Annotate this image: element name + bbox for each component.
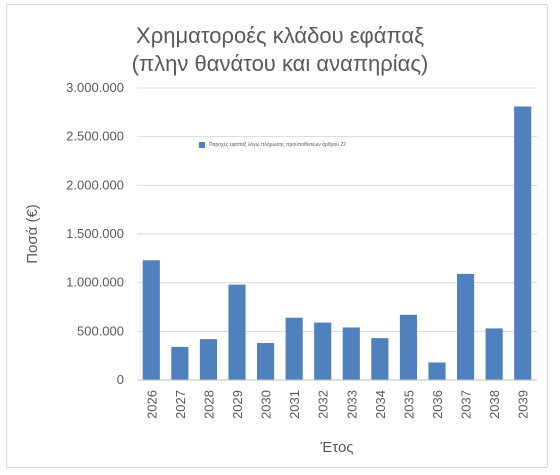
x-tick-label: 2026 [144,390,159,419]
bars [142,106,532,380]
bar-2037 [457,273,475,380]
chart-title: Χρηματοροές κλάδου εφάπαξ (πλην θανάτου … [0,22,560,78]
x-tick-label: 2029 [230,390,245,419]
chart-title-line-2: (πλην θανάτου και αναπηρίας) [131,51,429,76]
y-tick-label: 1.500.000 [66,226,124,241]
x-tick-label: 2031 [287,390,302,419]
x-tick-label: 2027 [173,390,188,419]
gridlines [137,87,537,381]
y-tick-label: 1.000.000 [66,275,124,290]
x-tick-label: 2039 [516,390,531,419]
x-tick-label: 2037 [459,390,474,419]
y-tick-label: 0 [117,372,124,387]
x-tick-label: 2034 [373,390,388,419]
bar-2036 [428,362,446,380]
x-tick-label: 2032 [316,390,331,419]
bar-2039 [514,106,532,380]
y-axis-label: Ποσά (€) [24,204,41,264]
chart-frame [6,4,548,468]
bar-2035 [399,314,417,380]
x-tick-label: 2028 [201,390,216,419]
y-tick-label: 2.500.000 [66,129,124,144]
x-tick-label: 2038 [487,390,502,419]
x-axis-label: Έτος [319,439,353,456]
y-tick-label: 3.000.000 [66,80,124,95]
y-axis-ticks: 0 500.000 1.000.000 1.500.000 2.000.000 2.500… [66,80,124,387]
x-tick-label: 2036 [430,390,445,419]
bar-2031 [285,317,303,380]
y-tick-label: 500.000 [77,323,124,338]
bar-2028 [199,339,217,380]
bar-2027 [171,346,189,380]
bar-2034 [371,338,389,380]
bar-2029 [228,284,246,380]
bar-2032 [314,322,332,380]
chart-legend: Παροχές εφάπαξ λόγω πλήρωσης προϋποθέσεω… [199,142,346,148]
y-tick-label: 2.000.000 [66,177,124,192]
legend-label: Παροχές εφάπαξ λόγω πλήρωσης προϋποθέσεω… [209,142,346,148]
bar-2038 [485,328,503,380]
x-axis-ticks: 2026 2027 2028 2029 2030 2031 2032 2033 2034 2035… [144,390,530,419]
x-tick-label: 2033 [344,390,359,419]
x-tick-label: 2035 [401,390,416,419]
chart-title-line-1: Χρηματοροές κλάδου εφάπαξ [136,23,424,48]
x-tick-label: 2030 [259,390,274,419]
bar-2026 [142,260,160,380]
legend-swatch [199,142,205,148]
bar-2030 [257,343,275,380]
bar-2033 [342,327,360,380]
